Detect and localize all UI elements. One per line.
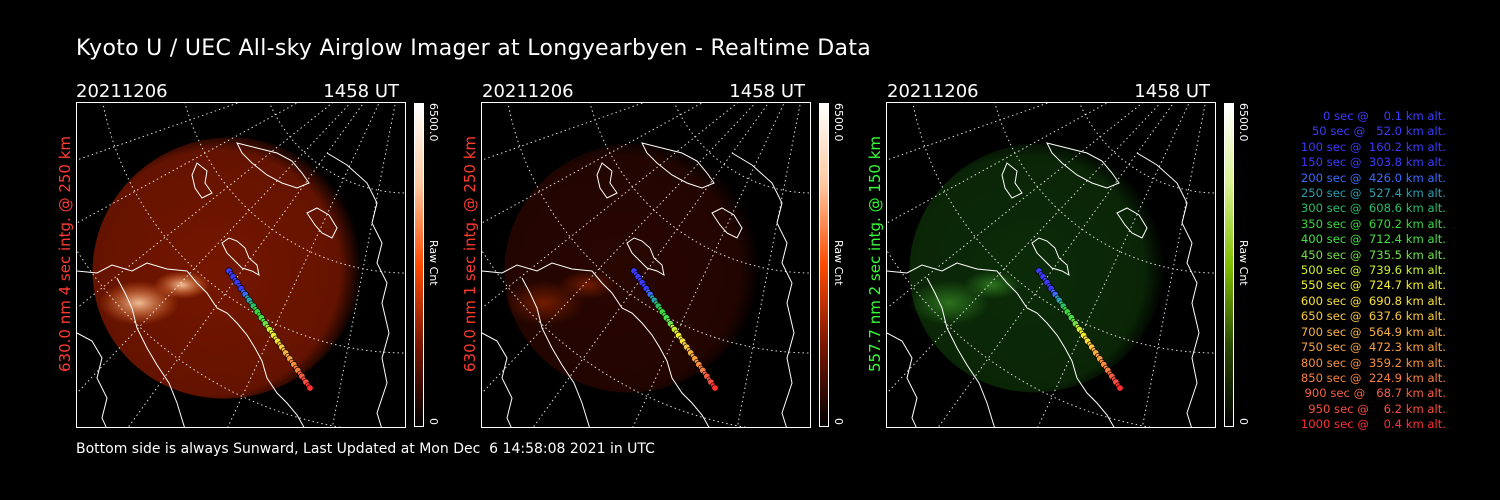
trajectory-legend: 0 sec @ 0.1 km alt. 50 sec @ 52.0 km alt.… — [1262, 109, 1446, 433]
trajectory-point — [1116, 384, 1124, 392]
legend-row: 300 sec @ 608.6 km alt. — [1300, 201, 1446, 216]
legend-row: 650 sec @ 637.6 km alt. — [1300, 309, 1446, 324]
aurora-spot — [559, 271, 615, 299]
panel-1-ylabel: 630.0 nm 4 sec intg. @ 250 km — [56, 135, 74, 372]
trajectory-point — [306, 384, 314, 392]
legend-row: 900 sec @ 68.7 km alt. — [1304, 386, 1446, 401]
coastline — [77, 142, 390, 427]
lat-lon-grid — [887, 103, 1215, 427]
rocket-trajectory — [225, 267, 314, 392]
panel-2-image — [481, 102, 811, 428]
legend-row: 350 sec @ 670.2 km alt. — [1300, 216, 1446, 231]
panel-2-date: 20211206 — [482, 81, 574, 102]
panel-3-colorbar-max: 6500.0 — [1237, 103, 1250, 142]
aurora-spot — [964, 271, 1020, 299]
panel-2-colorbar-min: 0 — [832, 418, 845, 425]
trajectory-point — [711, 384, 719, 392]
panel-2-colorbar-max: 6500.0 — [832, 103, 845, 142]
footer-note: Bottom side is always Sunward, Last Upda… — [76, 441, 655, 457]
legend-row: 800 sec @ 359.2 km alt. — [1300, 355, 1446, 370]
legend-row: 250 sec @ 527.4 km alt. — [1300, 186, 1446, 201]
airglow-disk — [909, 143, 1165, 393]
legend-row: 500 sec @ 739.6 km alt. — [1300, 263, 1446, 278]
legend-row: 1000 sec @ 0.4 km alt. — [1300, 417, 1446, 432]
legend-row: 600 sec @ 690.8 km alt. — [1300, 293, 1446, 308]
legend-row: 100 sec @ 160.2 km alt. — [1300, 139, 1446, 154]
panel-1-colorbar-unit: Raw Cnt — [427, 240, 440, 286]
panel-3-date: 20211206 — [887, 81, 979, 102]
legend-row: 200 sec @ 426.0 km alt. — [1300, 170, 1446, 185]
legend-row: 400 sec @ 712.4 km alt. — [1300, 232, 1446, 247]
panel-3-image — [886, 102, 1216, 428]
legend-row: 50 sec @ 52.0 km alt. — [1311, 124, 1446, 139]
rocket-trajectory — [630, 267, 719, 392]
legend-row: 150 sec @ 303.8 km alt. — [1300, 155, 1446, 170]
panel-1-time: 1458 UT — [323, 81, 399, 102]
lat-lon-grid — [77, 103, 405, 427]
coastline — [482, 142, 795, 427]
legend-row: 750 sec @ 472.3 km alt. — [1300, 340, 1446, 355]
panel-3-colorbar-min: 0 — [1237, 418, 1250, 425]
page-title: Kyoto U / UEC All-sky Airglow Imager at … — [76, 36, 872, 61]
legend-row: 700 sec @ 564.9 km alt. — [1300, 324, 1446, 339]
panel-2-time: 1458 UT — [729, 81, 805, 102]
panel-3-colorbar — [1224, 103, 1234, 427]
legend-row: 450 sec @ 735.5 km alt. — [1300, 247, 1446, 262]
panel-3-colorbar-unit: Raw Cnt — [1237, 240, 1250, 286]
panel-1-colorbar-min: 0 — [427, 418, 440, 425]
panel-3-time: 1458 UT — [1134, 81, 1210, 102]
legend-row: 850 sec @ 224.9 km alt. — [1300, 370, 1446, 385]
lat-lon-grid — [482, 103, 810, 427]
airglow-disk — [92, 137, 362, 399]
legend-row: 950 sec @ 6.2 km alt. — [1308, 401, 1446, 416]
legend-row: 550 sec @ 724.7 km alt. — [1300, 278, 1446, 293]
panel-1-image — [76, 102, 406, 428]
panel-1-colorbar-max: 6500.0 — [427, 103, 440, 142]
panel-3-ylabel: 557.7 nm 2 sec intg. @ 150 km — [866, 135, 884, 372]
legend-row: 0 sec @ 0.1 km alt. — [1322, 109, 1446, 123]
rocket-trajectory — [1035, 267, 1124, 392]
aurora-spot — [154, 271, 210, 299]
airglow-disk — [504, 143, 760, 393]
panel-2-colorbar — [819, 103, 829, 427]
panel-1-colorbar — [414, 103, 424, 427]
coastline — [887, 142, 1200, 427]
panel-1-date: 20211206 — [76, 81, 168, 102]
panel-2-colorbar-unit: Raw Cnt — [832, 240, 845, 286]
panel-2-ylabel: 630.0 nm 1 sec intg. @ 250 km — [461, 135, 479, 372]
